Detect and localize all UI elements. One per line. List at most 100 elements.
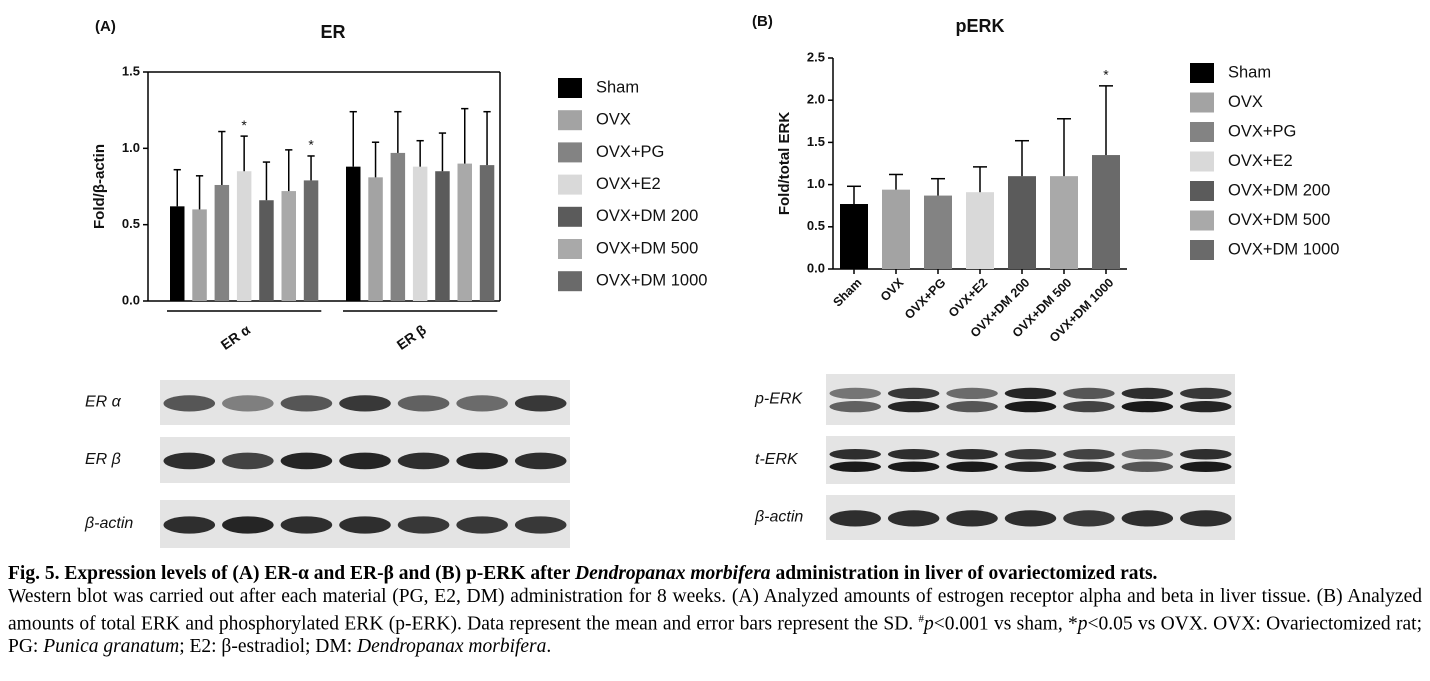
bar: [479, 165, 495, 301]
blot-label: ER α: [85, 394, 122, 411]
blot-band: [1180, 448, 1232, 460]
legend-swatch: [1190, 92, 1214, 113]
blot-band: [1121, 387, 1174, 399]
blot-band: [829, 387, 881, 399]
legend-label: OVX+E2: [596, 175, 661, 193]
legend-label: OVX+PG: [596, 143, 664, 161]
bar: [840, 204, 868, 269]
blot-band: [1121, 510, 1174, 527]
blot-band: [280, 395, 333, 412]
bar: [346, 166, 361, 301]
blot-band: [163, 452, 216, 470]
blot-band: [456, 452, 508, 470]
bar: [303, 180, 319, 301]
blot-band: [887, 510, 940, 527]
blot-band: [946, 448, 998, 460]
legend-label: OVX+DM 1000: [1228, 240, 1339, 258]
y-tick-label: 1.0: [122, 140, 140, 155]
blot-band: [339, 516, 391, 534]
blot-band: [1004, 387, 1057, 399]
blot-band: [1180, 387, 1232, 399]
blot-band: [1063, 461, 1115, 472]
caption-text: p: [924, 613, 934, 635]
x-tick-label: ER β: [394, 321, 430, 353]
caption-text: Punica granatum: [43, 636, 180, 657]
blot-band: [887, 461, 940, 472]
legend-swatch: [558, 271, 582, 292]
blot-band: [1180, 510, 1232, 527]
blot-band: [1063, 510, 1115, 527]
blot-band: [1121, 461, 1174, 472]
blot-band: [1121, 401, 1174, 413]
blot-band: [829, 510, 881, 527]
legend-swatch: [558, 78, 582, 98]
legend-label: OVX+DM 500: [1228, 211, 1330, 229]
bar: [368, 177, 383, 301]
blot-background: [826, 374, 1235, 425]
blot-band: [280, 452, 333, 470]
legend-label: OVX+DM 500: [596, 239, 698, 257]
y-axis-label: Fold/β-actin: [91, 144, 108, 229]
bar: [966, 192, 994, 269]
y-tick-label: 1.5: [122, 63, 140, 78]
blot-band: [829, 448, 881, 460]
bar: [1050, 176, 1078, 269]
legend-swatch: [1190, 151, 1214, 172]
legend-label: OVX: [596, 111, 631, 129]
blot-label: β-actin: [84, 515, 133, 532]
blot-band: [514, 452, 567, 470]
blot-band: [397, 516, 450, 534]
bar: [390, 152, 406, 301]
caption-text: ; E2: β-estradiol; DM:: [179, 636, 358, 657]
bar: [259, 200, 274, 301]
caption-text: Dendropanax morbifera: [357, 636, 547, 657]
panel-label: (A): [95, 18, 116, 35]
bar: [170, 206, 185, 301]
y-tick-label: 1.0: [807, 176, 825, 191]
significance: *: [241, 117, 247, 133]
blot-band: [339, 452, 391, 470]
legend-swatch: [558, 110, 582, 131]
blot-band: [514, 516, 567, 534]
blot-label: t-ERK: [755, 451, 799, 468]
blot-band: [222, 452, 274, 470]
y-tick-label: 0.0: [807, 260, 825, 275]
blot-band: [1004, 401, 1057, 413]
x-tick-label: ER α: [218, 321, 254, 353]
blot-band: [946, 401, 998, 413]
x-tick-label: OVX: [878, 275, 907, 304]
significance: *: [308, 137, 314, 153]
caption-text: .: [546, 636, 552, 657]
legend-swatch: [558, 174, 582, 195]
bar: [457, 163, 472, 301]
legend-swatch: [1190, 181, 1214, 201]
blot-band: [1004, 461, 1057, 472]
chart-title: ER: [320, 22, 345, 42]
blot-band: [887, 448, 940, 460]
blot-band: [222, 516, 274, 534]
bar: [882, 189, 910, 269]
caption-text: p: [1077, 613, 1088, 635]
bar: [412, 166, 428, 301]
blot-label: ER β: [85, 451, 121, 468]
y-tick-label: 1.5: [807, 134, 825, 149]
y-tick-label: 0.0: [122, 292, 140, 307]
blot-band: [397, 395, 450, 412]
blot-band: [829, 461, 881, 472]
blot-band: [887, 387, 940, 399]
blot-band: [946, 387, 998, 399]
blot-band: [280, 516, 333, 534]
blot-band: [397, 452, 450, 470]
x-tick-label: Sham: [830, 276, 864, 310]
legend-label: OVX+DM 200: [1228, 181, 1330, 199]
blot-band: [946, 461, 998, 472]
bar: [1092, 155, 1120, 269]
y-tick-label: 2.0: [807, 92, 825, 107]
blot-background: [826, 436, 1235, 484]
caption-title: Fig. 5. Expression levels of (A) ER-α an…: [8, 563, 1157, 584]
legend-swatch: [558, 206, 582, 227]
blot-band: [1004, 448, 1057, 460]
caption-text: administration in liver of ovariectomize…: [770, 563, 1158, 584]
blot-band: [1063, 448, 1115, 460]
